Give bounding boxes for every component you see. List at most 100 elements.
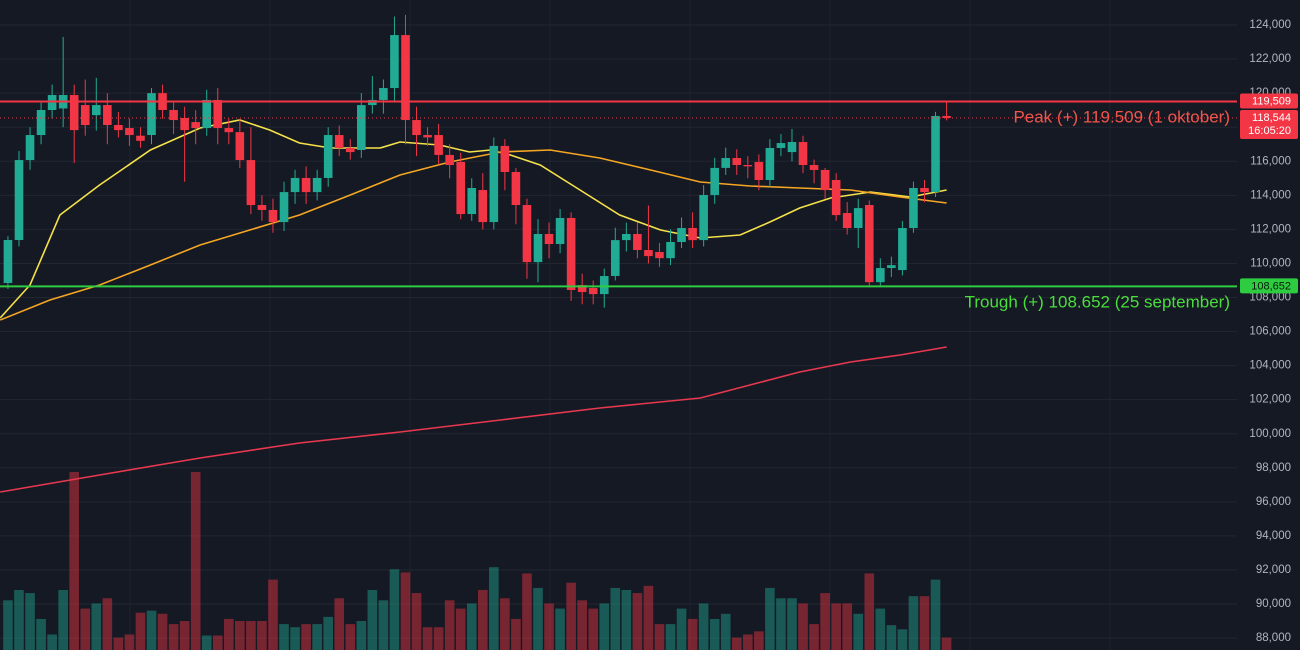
candle-body [401, 35, 410, 121]
volume-bar [268, 579, 278, 650]
volume-bar [477, 589, 488, 650]
candle-body [268, 209, 278, 223]
candle-body [688, 228, 697, 241]
candle-body [809, 165, 819, 170]
peak-price-label: 119,509 [1252, 95, 1291, 107]
candle-body [721, 158, 731, 168]
volume-bar [566, 582, 576, 650]
candle-body [898, 228, 907, 271]
volume-bar [257, 621, 267, 650]
volume-bar [798, 603, 808, 650]
candle-body [368, 99, 377, 106]
volume-bar [743, 634, 753, 650]
volume-bar [787, 598, 797, 650]
volume-bar [190, 472, 201, 650]
candle-body [334, 135, 344, 148]
candle-body [36, 110, 46, 136]
candle-body [323, 135, 333, 178]
candle-body [390, 35, 399, 89]
candle-body [456, 161, 466, 215]
trough-price-label: 108,652 [1251, 280, 1291, 292]
candle-body [644, 249, 653, 257]
y-tick-label: 104,000 [1249, 360, 1291, 372]
volume-bar [577, 600, 587, 650]
volume-bar [3, 600, 13, 650]
moving-average-line [0, 149, 947, 321]
volume-bar [643, 585, 654, 650]
y-tick-label: 94,000 [1256, 530, 1291, 542]
candle-body [3, 240, 13, 284]
candle-body [147, 93, 156, 136]
volume-bar [489, 567, 499, 650]
volume-bar [246, 621, 256, 650]
volume-bar [654, 624, 665, 650]
volume-bar [433, 627, 444, 650]
candle-body [666, 241, 675, 259]
volume-bar [36, 618, 46, 650]
volume-bar [621, 589, 632, 650]
volume-bar [919, 596, 930, 650]
volume-bar [720, 613, 731, 650]
volume-bars [3, 472, 952, 650]
candle-body [511, 171, 521, 206]
volume-bar [444, 600, 455, 650]
candle-body [887, 265, 896, 269]
volume-bar [555, 608, 565, 650]
volume-bar [367, 589, 378, 650]
candle-body [80, 105, 90, 125]
peak-note: Peak (+) 119.509 (1 oktober) [1013, 107, 1230, 126]
candle-body [357, 105, 366, 151]
candle-body [103, 105, 112, 125]
volume-bar [279, 624, 289, 650]
volume-bar [80, 608, 91, 650]
candle-body [434, 135, 443, 155]
volume-bar [500, 598, 510, 650]
candle-body [412, 120, 421, 136]
candle-body [235, 132, 245, 161]
candle-body [69, 95, 79, 131]
volume-bar [400, 572, 411, 650]
candle-body [853, 208, 863, 229]
volume-bar [809, 624, 819, 650]
y-tick-label: 102,000 [1249, 394, 1291, 406]
candle-body [599, 276, 609, 295]
volume-bar [334, 598, 345, 650]
volume-bar [179, 621, 190, 650]
candle-body [842, 213, 852, 229]
volume-bar [941, 637, 952, 650]
candle-body [379, 88, 388, 100]
volume-bar [14, 589, 24, 650]
volume-bar [709, 618, 720, 650]
volume-bar [69, 472, 80, 650]
candle-body [754, 161, 764, 180]
y-tick-label: 96,000 [1256, 496, 1291, 508]
volume-bar [831, 603, 841, 650]
volume-bar [466, 603, 477, 650]
candle-body [312, 177, 322, 193]
volume-bar [323, 616, 333, 650]
volume-bar [610, 587, 621, 650]
volume-bar [235, 621, 245, 650]
moving-average-line [0, 119, 947, 319]
volume-bar [676, 608, 687, 650]
candle-body [677, 228, 686, 242]
volume-bar [599, 603, 610, 650]
volume-bar [522, 573, 532, 650]
trough-price-tag [1240, 278, 1298, 294]
candle-body [931, 115, 940, 193]
last-price-tag [1240, 109, 1298, 139]
candle-body [544, 233, 554, 245]
volume-bar [389, 569, 400, 650]
candle-body [831, 179, 841, 216]
candle-body [909, 188, 918, 229]
y-tick-label: 92,000 [1256, 564, 1291, 576]
candle-body [114, 124, 123, 131]
volume-bar [886, 625, 897, 650]
candle-body [25, 135, 35, 161]
candle-body [301, 177, 311, 193]
volume-bar [201, 635, 212, 650]
y-tick-label: 106,000 [1249, 326, 1291, 338]
candle-body [91, 105, 101, 116]
candle-body [864, 205, 874, 283]
